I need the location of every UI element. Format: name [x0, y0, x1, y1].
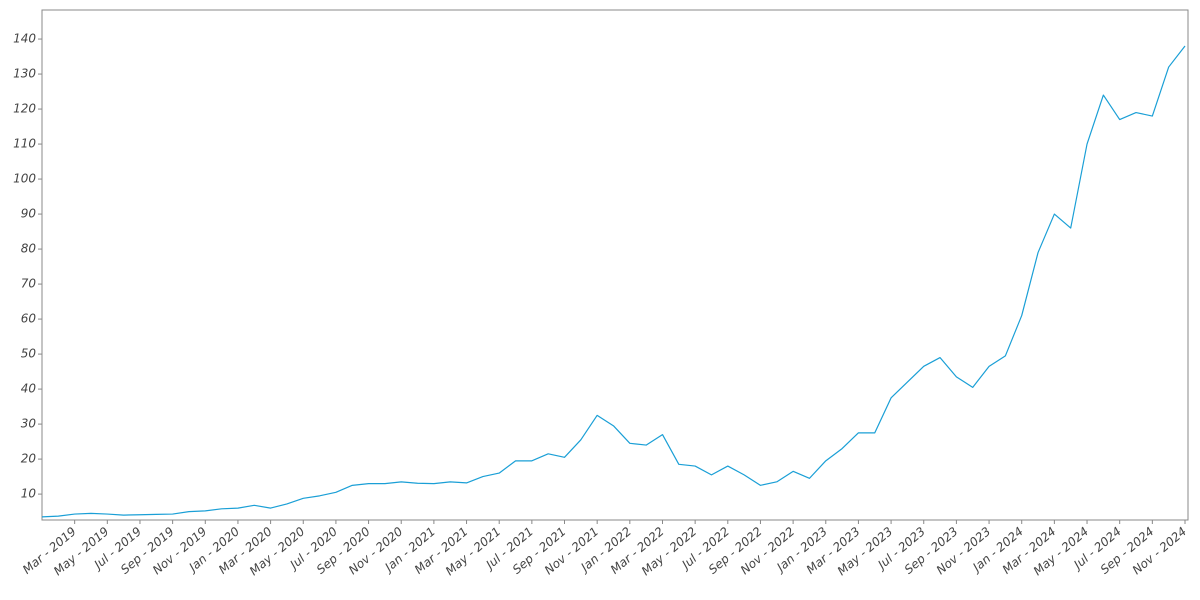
y-tick-label: 80 [21, 242, 37, 256]
y-tick-label: 60 [21, 312, 37, 326]
y-tick-label: 130 [13, 67, 36, 81]
y-tick-label: 20 [21, 452, 37, 466]
y-tick-label: 30 [21, 417, 37, 431]
y-tick-label: 100 [13, 172, 36, 186]
y-tick-label: 70 [21, 277, 37, 291]
y-tick-label: 40 [21, 382, 37, 396]
plot-frame [41, 9, 1189, 521]
y-tick-label: 10 [21, 487, 37, 501]
y-tick-label: 120 [13, 102, 36, 116]
price-line [41, 45, 1186, 518]
y-tick-label: 50 [21, 347, 37, 361]
y-tick-label: 90 [21, 207, 37, 221]
y-tick-label: 110 [13, 137, 36, 151]
y-tick-label: 140 [13, 32, 36, 46]
